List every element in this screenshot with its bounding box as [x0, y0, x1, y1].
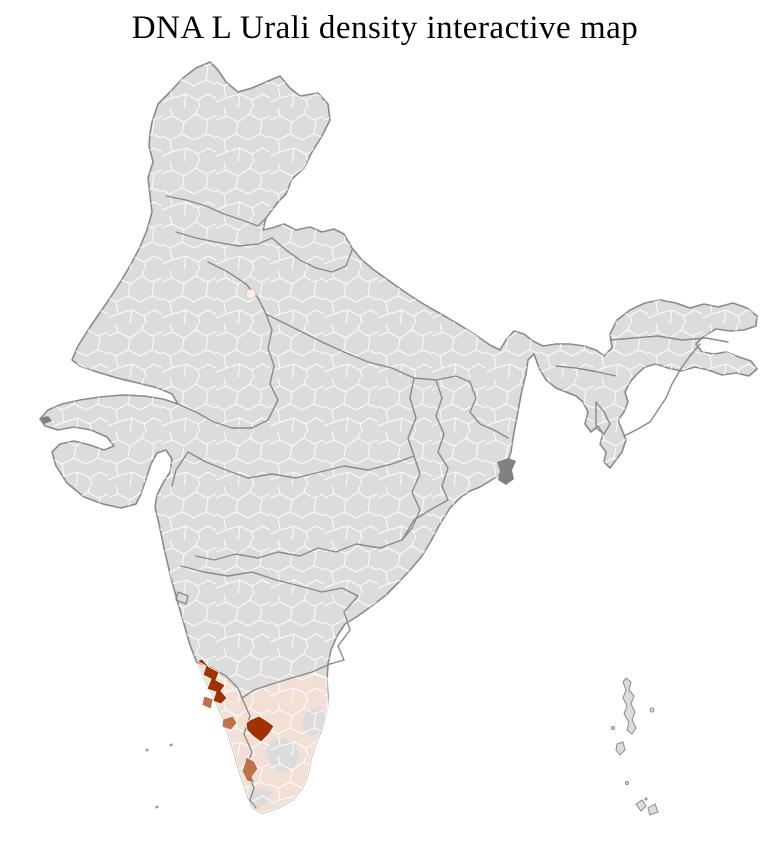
delta-marsh-patch	[497, 458, 516, 485]
state-borders	[165, 195, 729, 809]
district-medium-density-coastal[interactable]	[201, 695, 214, 710]
district-medium-density-hills[interactable]	[221, 715, 238, 731]
district-high-density-interior[interactable]	[245, 715, 275, 743]
lakshadweep-islands	[145, 743, 173, 809]
district-high-density-west-coast[interactable]	[196, 658, 228, 705]
district-medium-density-south[interactable]	[241, 756, 259, 784]
creek-mark	[40, 416, 52, 424]
highlighted-districts	[196, 288, 275, 784]
district-borders-texture	[40, 62, 757, 813]
andaman-nicobar-islands	[611, 677, 659, 816]
page-title: DNA L Urali density interactive map	[131, 10, 639, 46]
district-minor-highlight-north[interactable]	[245, 288, 257, 300]
